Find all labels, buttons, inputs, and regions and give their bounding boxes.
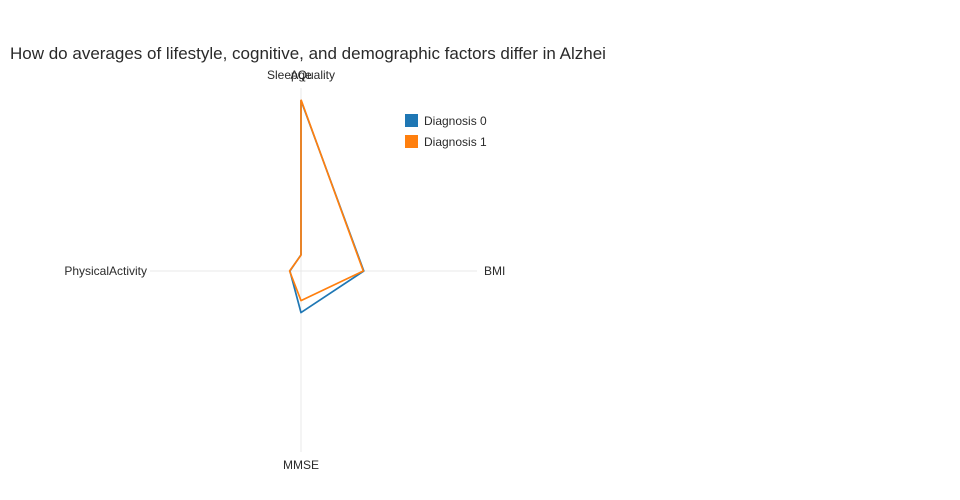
- chart-title: How do averages of lifestyle, cognitive,…: [10, 44, 606, 63]
- legend: Diagnosis 0 Diagnosis 1: [405, 110, 487, 152]
- axis-label-age: Age: [290, 68, 312, 82]
- axis-label-physicalactivity: PhysicalActivity: [64, 264, 147, 278]
- axis-label-sleepquality: SleepQuality: [266, 68, 336, 82]
- axis-label-bmi: BMI: [484, 264, 506, 278]
- legend-label-diagnosis-1: Diagnosis 1: [424, 134, 487, 149]
- radar-trace-diagnosis-1: [288, 99, 365, 302]
- legend-label-diagnosis-0: Diagnosis 0: [424, 113, 487, 128]
- axis-label-mmse: MMSE: [283, 458, 319, 472]
- legend-item-diagnosis-0[interactable]: Diagnosis 0: [405, 110, 487, 131]
- legend-item-diagnosis-1[interactable]: Diagnosis 1: [405, 131, 487, 152]
- legend-swatch-diagnosis-0: [405, 114, 418, 127]
- legend-swatch-diagnosis-1: [405, 135, 418, 148]
